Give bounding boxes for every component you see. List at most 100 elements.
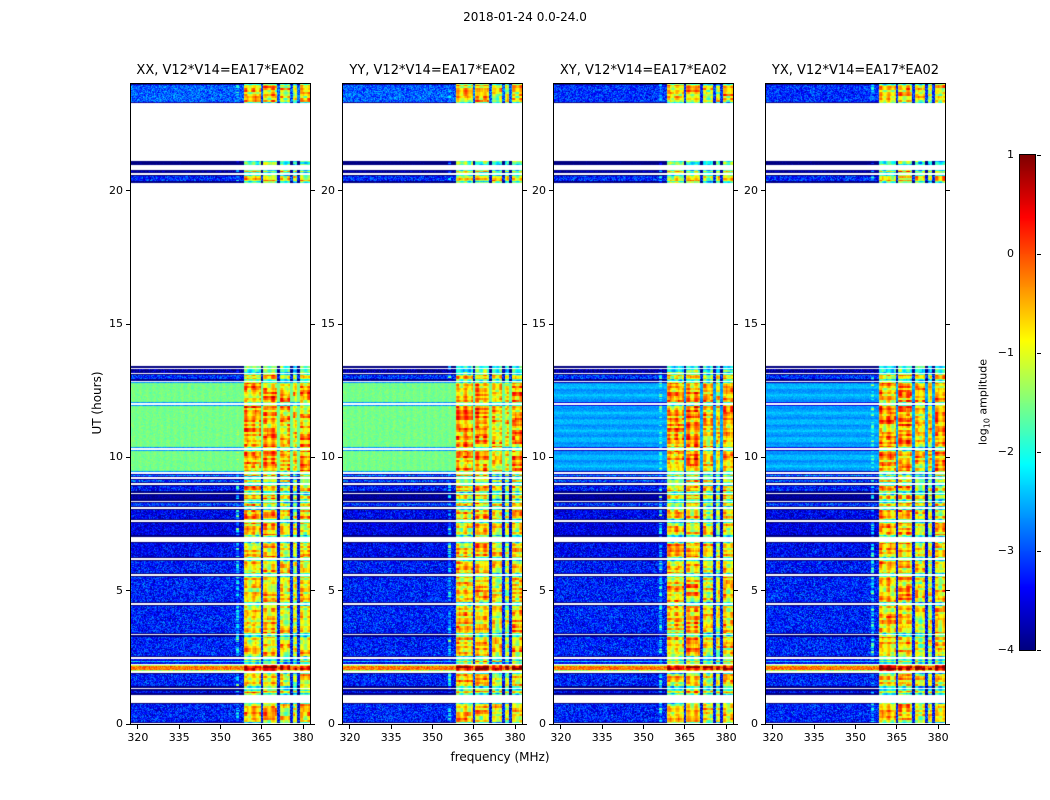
panel-title-XY: XY, V12*V14=EA17*EA02: [559, 63, 728, 78]
y-tick-label: 10: [109, 450, 123, 464]
colorbar-gradient: [1020, 155, 1035, 650]
y-tick: [126, 323, 130, 325]
x-tick: [772, 725, 774, 729]
y-tick: [761, 190, 765, 192]
y-tick-label: 15: [321, 317, 335, 330]
x-tick-label: 320: [339, 731, 361, 744]
figure-title: 2018-01-24 0.0-24.0: [463, 10, 587, 24]
y-tick-right: [946, 590, 950, 592]
x-tick: [390, 725, 392, 729]
colorbar-tick-label: −1: [997, 346, 1014, 359]
panel-XY: XY, V12*V14=EA17*EA02 320 335 350 365 380 0 5 10…: [532, 63, 738, 744]
x-tick-label: 320: [762, 731, 784, 744]
x-tick: [137, 725, 139, 729]
y-tick: [126, 456, 130, 458]
panel-title-XX: XX, V12*V14=EA17*EA02: [136, 63, 305, 78]
x-tick: [643, 725, 644, 729]
x-tick: [601, 725, 603, 729]
y-tick-right: [734, 190, 738, 192]
y-tick-right: [523, 456, 527, 458]
y-tick-right: [734, 323, 738, 325]
x-tick: [855, 725, 856, 729]
y-tick: [549, 190, 553, 192]
x-tick: [937, 725, 939, 729]
y-tick-right: [946, 190, 950, 192]
colorbar-tick: [1037, 649, 1041, 651]
y-tick: [126, 190, 130, 192]
panel-XX: XX, V12*V14=EA17*EA02 320 335 350 365 380 0 5 10…: [109, 63, 315, 744]
y-tick-right: [523, 190, 527, 192]
y-tick: [549, 590, 553, 592]
y-tick-label: 20: [321, 183, 335, 197]
y-tick-right: [311, 190, 315, 192]
colorbar-tick: [1037, 550, 1041, 552]
x-tick-label: 365: [251, 731, 273, 744]
y-tick: [761, 456, 765, 458]
colorbar-tick-label: −3: [997, 544, 1014, 557]
y-tick-label: 5: [539, 583, 546, 597]
colorbar-tick: [1037, 352, 1041, 354]
x-tick: [349, 725, 351, 729]
y-tick-right: [311, 590, 315, 592]
x-tick: [896, 725, 898, 729]
y-tick: [549, 323, 553, 325]
y-tick-right: [946, 456, 950, 458]
y-tick-label: 0: [539, 717, 546, 730]
spectrogram-XY: [554, 84, 733, 724]
y-tick-label: 0: [116, 717, 123, 730]
y-tick: [549, 723, 553, 725]
y-tick-label: 0: [328, 717, 335, 730]
y-tick: [761, 590, 765, 592]
y-tick-right: [734, 590, 738, 592]
x-tick-label: 335: [380, 731, 402, 744]
colorbar-tick-label: −4: [997, 643, 1014, 656]
y-tick-label: 5: [751, 583, 758, 597]
y-tick-right: [946, 723, 950, 725]
panel-title-YY: YY, V12*V14=EA17*EA02: [349, 63, 516, 78]
y-tick-right: [523, 590, 527, 592]
x-tick: [261, 725, 263, 729]
y-tick-label: 0: [751, 717, 758, 730]
x-tick: [684, 725, 686, 729]
y-tick: [338, 456, 342, 458]
colorbar-tick: [1037, 253, 1041, 255]
y-tick-right: [946, 323, 950, 325]
y-tick-label: 15: [744, 317, 758, 330]
y-tick: [338, 323, 342, 325]
panel-YY: YY, V12*V14=EA17*EA02 320 335 350 365 380 0 5 10…: [321, 63, 527, 744]
colorbar-tick-label: 1: [1007, 148, 1014, 161]
x-tick: [432, 725, 433, 729]
x-tick-label: 365: [463, 731, 485, 744]
colorbar-label-prefix: log: [976, 428, 990, 446]
x-tick: [813, 725, 815, 729]
y-tick-label: 10: [532, 450, 546, 464]
colorbar-tick: [1037, 154, 1041, 156]
colorbar: [1019, 154, 1036, 651]
x-tick-label: 350: [210, 731, 231, 744]
x-tick-label: 335: [168, 731, 190, 744]
y-tick: [338, 590, 342, 592]
y-tick: [549, 456, 553, 458]
x-tick: [725, 725, 727, 729]
x-tick-label: 320: [550, 731, 572, 744]
y-tick-right: [311, 723, 315, 725]
colorbar-tick: [1037, 451, 1041, 453]
y-tick-label: 5: [116, 583, 123, 597]
x-tick-label: 365: [674, 731, 696, 744]
spectrogram-YX: [766, 84, 945, 724]
y-tick: [338, 190, 342, 192]
x-tick-label: 350: [633, 731, 654, 744]
x-tick-label: 320: [127, 731, 149, 744]
x-tick-label: 365: [886, 731, 908, 744]
y-tick: [126, 723, 130, 725]
y-tick: [338, 723, 342, 725]
x-tick-label: 380: [715, 731, 737, 744]
y-axis-label: UT (hours): [90, 371, 104, 435]
x-tick: [473, 725, 475, 729]
y-tick-right: [523, 723, 527, 725]
y-tick-label: 20: [109, 183, 123, 197]
x-tick-label: 335: [591, 731, 613, 744]
x-tick: [302, 725, 304, 729]
y-tick: [126, 590, 130, 592]
